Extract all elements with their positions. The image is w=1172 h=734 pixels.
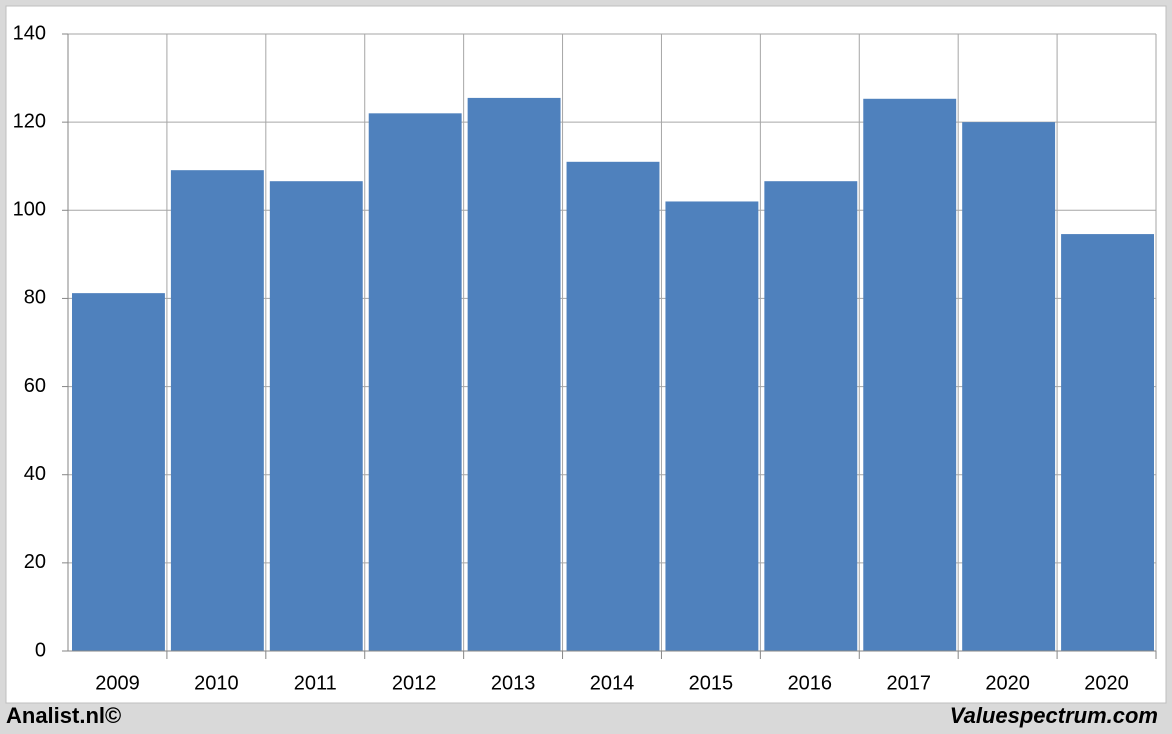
x-tick-label: 2014 xyxy=(590,672,635,694)
bar xyxy=(467,97,561,652)
bar xyxy=(72,293,165,651)
bar xyxy=(170,170,264,651)
x-tick-label: 2013 xyxy=(491,672,536,694)
x-tick-label: 2020 xyxy=(985,672,1030,694)
y-tick-label: 120 xyxy=(13,110,46,132)
x-tick-label: 2015 xyxy=(689,672,734,694)
footer-left: Analist.nl© xyxy=(6,703,121,728)
y-tick-label: 20 xyxy=(24,551,46,573)
y-tick-label: 140 xyxy=(13,22,46,44)
y-tick-label: 100 xyxy=(13,199,46,221)
bar xyxy=(962,122,1056,651)
x-tick-label: 2020 xyxy=(1084,672,1129,694)
x-tick-label: 2012 xyxy=(392,672,437,694)
bar xyxy=(1061,234,1154,651)
y-tick-label: 40 xyxy=(24,463,46,485)
y-tick-label: 80 xyxy=(24,287,46,309)
x-tick-label: 2009 xyxy=(95,672,140,694)
bar xyxy=(269,181,363,651)
x-tick-label: 2011 xyxy=(294,672,337,694)
footer-right: Valuespectrum.com xyxy=(950,703,1158,728)
bar xyxy=(566,161,660,652)
x-tick-label: 2017 xyxy=(886,672,931,694)
y-tick-label: 60 xyxy=(24,375,46,397)
bar xyxy=(368,113,462,652)
bar xyxy=(863,98,957,651)
x-tick-label: 2010 xyxy=(194,672,239,694)
bar xyxy=(764,181,858,651)
y-tick-label: 0 xyxy=(35,639,46,661)
x-tick-label: 2016 xyxy=(788,672,833,694)
bar xyxy=(665,201,759,651)
